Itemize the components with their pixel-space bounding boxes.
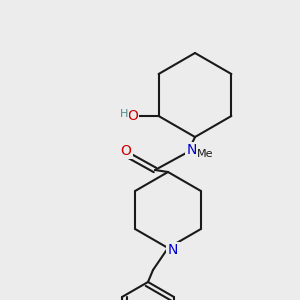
Text: Me: Me (197, 149, 213, 159)
Text: H: H (119, 109, 128, 119)
Text: O: O (127, 109, 138, 123)
Text: N: N (168, 243, 178, 257)
Text: N: N (187, 143, 197, 157)
Text: O: O (121, 144, 131, 158)
